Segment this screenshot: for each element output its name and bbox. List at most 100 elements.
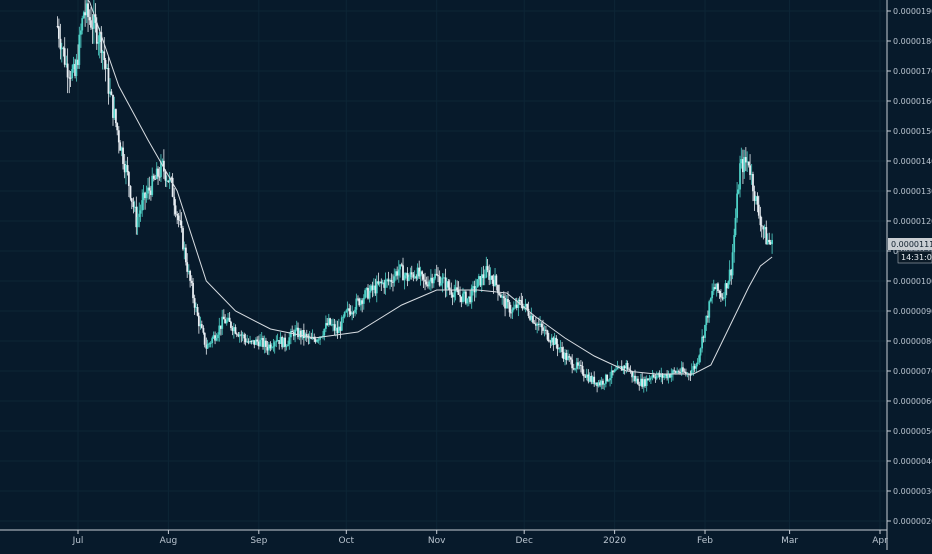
candle xyxy=(429,269,432,291)
candle-body xyxy=(132,201,135,208)
candle-body xyxy=(101,51,104,53)
candle-body xyxy=(477,276,480,280)
candle xyxy=(126,156,129,176)
candle xyxy=(453,284,456,303)
candle xyxy=(666,370,669,381)
candle xyxy=(392,274,394,292)
candle-body xyxy=(669,374,671,378)
candle-body xyxy=(244,338,247,343)
current-price-label: 0.00001119 xyxy=(891,240,932,249)
candle xyxy=(291,325,294,333)
candle xyxy=(752,171,754,202)
candle-body xyxy=(238,334,241,337)
candle-body xyxy=(329,318,332,325)
candle-body xyxy=(600,380,603,386)
candle xyxy=(596,382,599,393)
candle-body xyxy=(483,277,486,279)
candle xyxy=(203,332,206,348)
candle-body xyxy=(109,91,111,94)
price-labels: 0.0000111914:31:000.000014500.000010980.… xyxy=(888,238,932,264)
candle-body xyxy=(354,309,356,313)
candle-body xyxy=(327,318,330,325)
candle-body xyxy=(610,370,613,379)
candle-body xyxy=(577,362,579,366)
candle-body xyxy=(457,290,460,295)
candle-body xyxy=(479,276,482,286)
candle-body xyxy=(254,339,257,345)
candle xyxy=(405,272,407,279)
candle-body xyxy=(507,299,509,303)
candle-body xyxy=(419,271,422,277)
candle xyxy=(165,175,168,188)
candle-body xyxy=(470,287,473,303)
candle xyxy=(609,372,611,387)
candle xyxy=(479,275,482,287)
candle xyxy=(728,260,731,285)
candle-body xyxy=(396,271,399,276)
candle-body xyxy=(769,242,772,245)
candle-body xyxy=(698,355,701,363)
candle-body xyxy=(429,277,432,282)
price-tick-label: 0.00001500 xyxy=(893,127,932,136)
candle-body xyxy=(340,317,343,331)
price-tick-label: 0.00001300 xyxy=(893,187,932,196)
candle xyxy=(287,340,289,347)
candle xyxy=(230,320,232,331)
candle xyxy=(217,332,219,342)
price-axis[interactable]: 0.00001900 0.00001800 0.00001700 0.00001600… xyxy=(886,0,932,550)
candle xyxy=(705,315,708,331)
candle-body xyxy=(498,293,501,295)
candle-body xyxy=(466,298,469,304)
candle-body xyxy=(536,323,539,326)
candle-body xyxy=(575,362,578,369)
candle-body xyxy=(119,142,122,151)
candle xyxy=(747,161,750,168)
candle xyxy=(351,305,354,321)
candle xyxy=(765,220,768,245)
candle xyxy=(702,335,705,343)
candle xyxy=(237,331,240,338)
candle-body xyxy=(370,285,372,291)
candle xyxy=(658,370,661,380)
candle xyxy=(515,297,518,311)
candle xyxy=(386,278,389,288)
candle-body xyxy=(298,330,301,338)
candle-body xyxy=(438,276,441,286)
candle-body xyxy=(539,323,541,325)
candle-body xyxy=(247,341,250,343)
candle-body xyxy=(497,284,499,294)
candle xyxy=(155,162,158,180)
candle xyxy=(424,272,426,291)
candle-body xyxy=(520,300,523,304)
candle xyxy=(701,329,704,353)
candle-body xyxy=(193,298,196,308)
candle xyxy=(116,122,119,136)
candle-body xyxy=(225,320,228,324)
candle-body xyxy=(72,63,75,70)
candle xyxy=(447,279,450,290)
candle-body xyxy=(234,327,237,334)
candle xyxy=(756,192,759,213)
candle xyxy=(650,375,652,385)
candle xyxy=(711,283,714,304)
candle xyxy=(244,333,247,346)
candle-body xyxy=(380,281,383,283)
candle xyxy=(340,315,343,332)
candle-body xyxy=(664,374,667,377)
candle-body xyxy=(670,374,673,378)
candle-body xyxy=(652,374,655,378)
candle-body xyxy=(222,316,225,320)
candle-body xyxy=(162,160,165,172)
candle xyxy=(459,286,461,303)
candle-body xyxy=(375,281,378,294)
candle-body xyxy=(170,177,173,179)
candle xyxy=(133,200,136,212)
candle xyxy=(199,316,202,330)
candle-body xyxy=(526,303,529,309)
candle xyxy=(257,335,260,350)
time-axis[interactable]: Jul Aug Sep Oct Nov Dec 2020 Feb Mar Apr xyxy=(0,529,888,546)
candle xyxy=(737,184,740,195)
candle-body xyxy=(257,341,260,347)
